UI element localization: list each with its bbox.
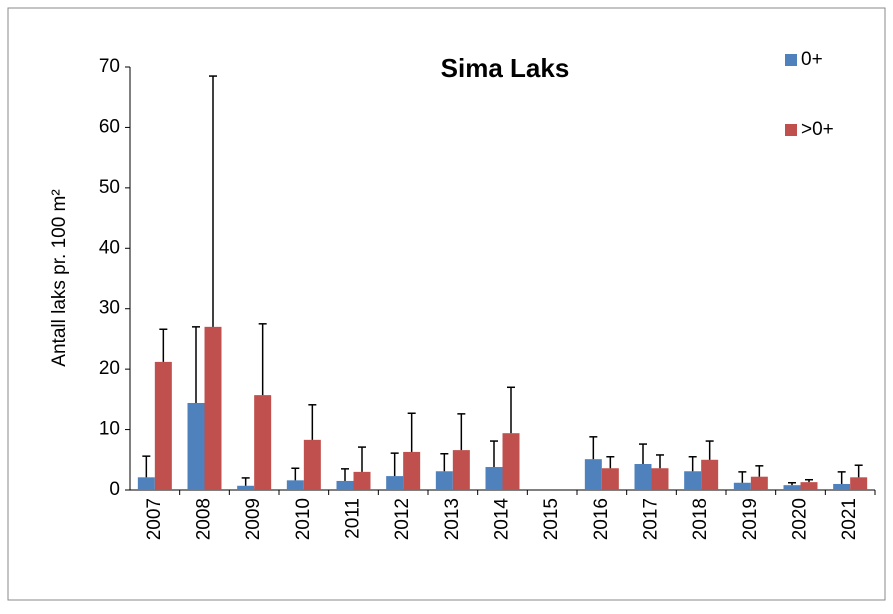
x-tick-label: 2007 <box>144 498 165 540</box>
x-tick-label: 2018 <box>690 498 711 540</box>
error-bar <box>209 75 217 327</box>
bar <box>485 467 503 490</box>
x-tick-label: 2011 <box>343 498 364 539</box>
y-tick-label: 70 <box>99 56 120 77</box>
x-tick-label: 2015 <box>541 498 562 540</box>
bar <box>502 433 520 490</box>
bar <box>303 439 321 490</box>
x-tick-label: 2016 <box>591 498 612 540</box>
bar <box>850 477 868 490</box>
bar <box>336 480 354 490</box>
chart-title: Sima Laks <box>441 53 570 83</box>
y-tick-label: 40 <box>99 237 120 258</box>
error-bar <box>457 413 466 451</box>
x-tick-label: 2017 <box>641 498 662 540</box>
bar <box>634 464 652 490</box>
bar <box>187 402 205 490</box>
error-bar <box>291 467 300 481</box>
x-tick-label: 2008 <box>194 498 215 540</box>
bar <box>386 476 404 490</box>
bar <box>584 459 602 490</box>
error-bar <box>606 456 615 469</box>
bar <box>750 476 768 490</box>
error-bar <box>407 412 416 452</box>
x-tick-label: 2012 <box>392 498 413 540</box>
x-tick-label: 2009 <box>243 498 264 540</box>
error-bar <box>589 436 598 460</box>
bar <box>286 480 304 490</box>
bar <box>204 326 222 490</box>
y-tick-label: 30 <box>99 298 120 319</box>
x-tick-label: 2019 <box>740 498 761 540</box>
bar <box>651 468 669 490</box>
error-bar <box>341 468 349 481</box>
y-tick-label: 0 <box>109 479 120 500</box>
x-tick-label: 2021 <box>839 498 860 540</box>
x-tick-label: 2014 <box>492 498 513 541</box>
y-tick-label: 50 <box>99 177 120 198</box>
x-tick-label: 2013 <box>442 498 463 540</box>
error-bar <box>837 471 846 484</box>
bar <box>684 471 702 490</box>
bar <box>254 395 272 490</box>
error-bar <box>490 440 498 468</box>
legend-swatch <box>785 54 797 66</box>
error-bar <box>390 452 399 477</box>
bar <box>137 477 155 490</box>
error-bar <box>258 323 267 396</box>
chart-frame <box>7 7 886 601</box>
error-bar <box>440 452 449 472</box>
y-tick-label: 10 <box>99 419 120 440</box>
legend-swatch <box>785 124 797 136</box>
bar <box>435 471 453 490</box>
x-tick-label: 2010 <box>293 498 314 540</box>
error-bar <box>358 446 366 472</box>
bar <box>833 483 851 490</box>
error-bar <box>308 404 317 440</box>
error-bar <box>159 328 168 362</box>
bar <box>353 471 371 490</box>
bar <box>733 482 751 490</box>
error-bar <box>192 326 200 403</box>
error-bar <box>738 471 747 483</box>
bar <box>800 482 818 490</box>
error-bar <box>755 465 764 477</box>
y-tick-label: 20 <box>99 358 120 379</box>
error-bar <box>688 456 697 472</box>
legend-label: 0+ <box>801 49 823 70</box>
error-bar <box>639 443 647 465</box>
error-bar <box>656 454 664 469</box>
error-bar <box>241 477 250 486</box>
x-tick-label: 2020 <box>790 498 811 540</box>
bar <box>701 459 719 490</box>
bar <box>601 468 619 490</box>
error-bar <box>805 478 813 483</box>
bar <box>783 485 801 490</box>
error-bar <box>788 481 796 486</box>
error-bar <box>142 455 151 478</box>
y-tick-label: 60 <box>99 116 120 137</box>
legend-label: >0+ <box>801 119 834 140</box>
bar <box>154 361 172 490</box>
error-bar <box>854 464 863 478</box>
bar <box>452 450 470 490</box>
y-axis-label: Antall laks pr. 100 m² <box>49 189 70 366</box>
error-bar <box>705 440 714 460</box>
error-bar <box>507 386 515 434</box>
bar <box>403 451 421 490</box>
bar <box>237 485 255 490</box>
